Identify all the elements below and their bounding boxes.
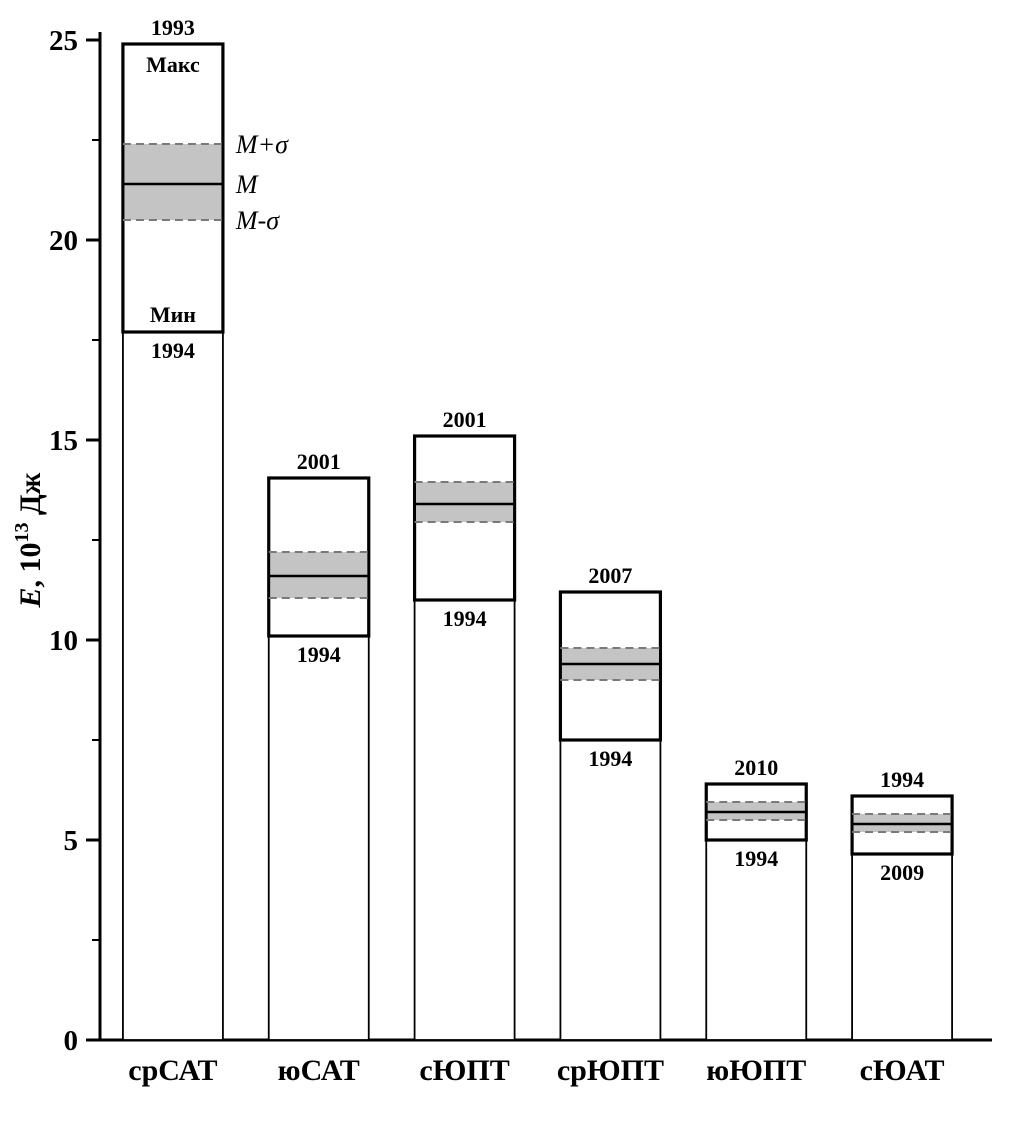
- bar-group-срЮПТ: 2007 1994 срЮПТ: [557, 563, 664, 1087]
- bar-group-юЮПТ: 2010 1994 юЮПТ: [704, 755, 808, 1087]
- year-max-label: 2001: [443, 407, 487, 432]
- category-label: срСАТ: [128, 1054, 217, 1087]
- year-max-label: 1993: [151, 15, 195, 40]
- year-min-label: 1994: [443, 606, 487, 631]
- y-tick-label: 15: [49, 425, 78, 457]
- bar-group-юСАТ: 2001 1994 юСАТ: [267, 449, 371, 1087]
- bar-group-срСАТ: 1993 1994 Макс Мин срСАТ M+σ M M-σ: [121, 15, 289, 1087]
- bar-group-сЮАТ: 1994 2009 сЮАТ: [850, 767, 954, 1087]
- y-tick-label: 10: [49, 625, 78, 657]
- category-label: юСАТ: [278, 1054, 360, 1087]
- band-annotation: M: [235, 170, 259, 199]
- y-tick-label: 20: [49, 225, 78, 257]
- year-min-label: 2009: [880, 860, 924, 885]
- year-max-label: 1994: [880, 767, 924, 792]
- band-annotation: M+σ: [235, 130, 289, 159]
- bar-group-сЮПТ: 2001 1994 сЮПТ: [412, 407, 517, 1087]
- year-min-label: 1994: [297, 642, 341, 667]
- year-max-label: 2010: [734, 755, 778, 780]
- category-label: сЮАТ: [860, 1054, 945, 1087]
- y-axis-title: E, 1013 Дж: [11, 472, 47, 608]
- y-tick-label: 0: [64, 1025, 79, 1057]
- category-label: юЮПТ: [706, 1054, 806, 1087]
- sigma-band: [124, 144, 222, 220]
- year-max-label: 2007: [588, 563, 632, 588]
- year-max-label: 2001: [297, 449, 341, 474]
- y-tick-label: 25: [49, 25, 78, 57]
- category-label: сЮПТ: [419, 1054, 509, 1087]
- max-inner-label: Макс: [146, 52, 200, 77]
- year-min-label: 1994: [588, 746, 632, 771]
- y-tick-label: 5: [64, 825, 79, 857]
- min-inner-label: Мин: [150, 302, 196, 327]
- sigma-band: [416, 482, 514, 522]
- year-min-label: 1994: [151, 338, 195, 363]
- band-annotation: M-σ: [235, 206, 280, 235]
- category-label: срЮПТ: [557, 1054, 664, 1087]
- year-min-label: 1994: [734, 846, 778, 871]
